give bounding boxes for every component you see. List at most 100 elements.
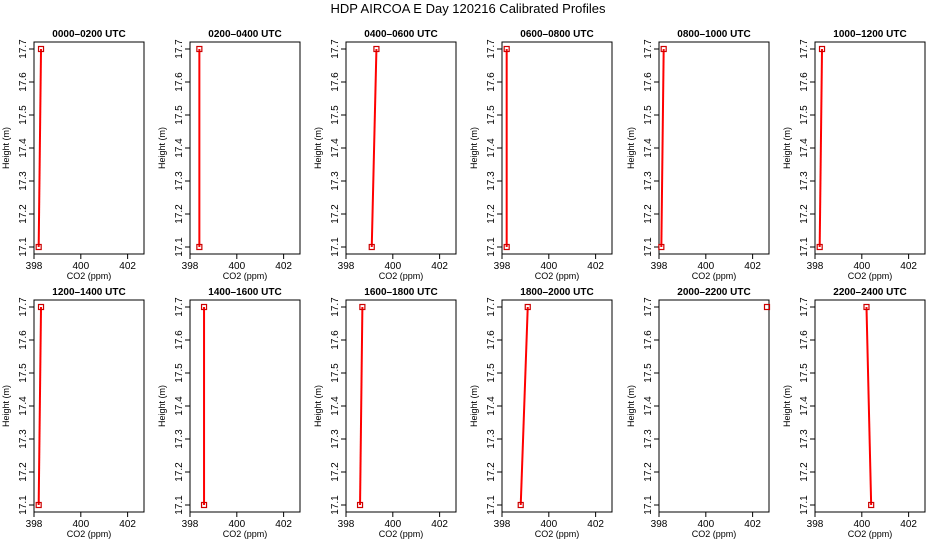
data-point	[658, 243, 665, 251]
y-tick-label: 17.1	[799, 495, 810, 515]
data-point	[196, 243, 203, 251]
y-tick-label: 17.6	[486, 330, 497, 350]
y-tick-label: 17.4	[330, 138, 341, 158]
y-tick-label: 17.3	[18, 171, 29, 191]
y-tick-label: 17.1	[330, 237, 341, 257]
data-point	[368, 243, 375, 251]
data-point	[816, 243, 823, 251]
y-tick-label: 17.5	[486, 105, 497, 125]
y-tick-label: 17.4	[799, 396, 810, 416]
profile-line	[370, 48, 378, 248]
x-tick-label: 400	[384, 519, 401, 530]
y-tick-label: 17.5	[18, 105, 29, 125]
profile-line	[818, 48, 824, 248]
y-tick-label: 17.2	[18, 204, 29, 224]
y-tick-label: 17.6	[799, 72, 810, 92]
x-axis-label: CO2 (ppm)	[379, 271, 424, 281]
y-tick-label: 17.2	[486, 204, 497, 224]
plot-frame	[33, 299, 145, 513]
y-tick-label: 17.7	[330, 39, 341, 59]
plot-frame	[814, 41, 926, 255]
data-point	[356, 501, 364, 509]
plot-frame	[33, 41, 145, 255]
x-tick-label: 400	[72, 519, 89, 530]
data-point	[818, 45, 826, 53]
data-point	[37, 303, 45, 311]
data-point	[517, 501, 524, 509]
x-axis-label: CO2 (ppm)	[379, 529, 424, 539]
x-tick-label: 402	[744, 261, 761, 272]
x-tick-label: 400	[228, 519, 245, 530]
x-tick-label: 398	[182, 519, 199, 530]
y-tick-label: 17.1	[18, 495, 29, 515]
y-tick-label: 17.1	[643, 237, 654, 257]
panel-title: 0200–0400 UTC	[208, 29, 281, 40]
data-point	[196, 45, 203, 53]
x-axis-label: CO2 (ppm)	[223, 271, 268, 281]
y-tick-label: 17.3	[486, 171, 497, 191]
panel-3: 0400–0600 UTC 398 400 402 CO2 (ppm) 17.1 17.2 1…	[313, 29, 457, 281]
data-point	[200, 501, 208, 509]
data-point	[359, 303, 366, 311]
page-title: HDP AIRCOA E Day 120216 Calibrated Profi…	[330, 1, 606, 16]
x-tick-label: 398	[338, 519, 355, 530]
y-tick-label: 17.6	[486, 72, 497, 92]
plot-frame	[189, 41, 301, 255]
y-tick-label: 17.2	[799, 204, 810, 224]
y-tick-label: 17.2	[18, 462, 29, 482]
y-axis-label: Height (m)	[469, 127, 479, 169]
x-tick-label: 400	[697, 261, 714, 272]
y-tick-label: 17.3	[330, 429, 341, 449]
profile-line	[37, 48, 43, 248]
y-tick-label: 17.7	[174, 297, 185, 317]
y-tick-label: 17.4	[643, 396, 654, 416]
data-point	[660, 45, 667, 53]
y-tick-label: 17.1	[18, 237, 29, 257]
y-tick-label: 17.3	[174, 171, 185, 191]
plot-frame	[501, 41, 613, 255]
y-tick-label: 17.3	[174, 429, 185, 449]
y-tick-label: 17.4	[486, 396, 497, 416]
panel-title: 0600–0800 UTC	[520, 29, 593, 40]
data-point	[37, 45, 45, 53]
data-point	[35, 243, 42, 251]
panel-4: 0600–0800 UTC 398 400 402 CO2 (ppm) 17.1 17.2 1…	[469, 29, 613, 281]
x-tick-label: 400	[697, 519, 714, 530]
y-tick-label: 17.6	[799, 330, 810, 350]
y-tick-label: 17.7	[486, 39, 497, 59]
x-tick-label: 398	[807, 261, 824, 272]
y-tick-label: 17.3	[486, 429, 497, 449]
plot-frame	[658, 41, 770, 255]
x-tick-label: 402	[119, 519, 136, 530]
panel-title: 0400–0600 UTC	[364, 29, 437, 40]
panel-title: 0800–1000 UTC	[677, 29, 750, 40]
x-tick-label: 400	[384, 261, 401, 272]
y-tick-label: 17.5	[643, 363, 654, 383]
x-tick-label: 402	[900, 519, 917, 530]
profile-line	[865, 306, 873, 506]
y-tick-label: 17.4	[174, 396, 185, 416]
y-tick-label: 17.2	[174, 462, 185, 482]
y-tick-label: 17.2	[643, 462, 654, 482]
data-point	[763, 303, 771, 311]
x-tick-label: 398	[807, 519, 824, 530]
y-tick-label: 17.2	[330, 462, 341, 482]
y-tick-label: 17.7	[174, 39, 185, 59]
x-axis-label: CO2 (ppm)	[848, 529, 893, 539]
x-tick-label: 398	[338, 261, 355, 272]
panel-5: 0800–1000 UTC 398 400 402 CO2 (ppm) 17.1 17.2 1…	[626, 29, 770, 281]
y-tick-label: 17.2	[486, 462, 497, 482]
y-tick-label: 17.6	[18, 72, 29, 92]
x-tick-label: 400	[853, 261, 870, 272]
x-tick-label: 400	[72, 261, 89, 272]
y-tick-label: 17.6	[174, 72, 185, 92]
y-tick-label: 17.1	[486, 495, 497, 515]
panel-8: 1400–1600 UTC 398 400 402 CO2 (ppm) 17.1 17.2 1…	[157, 287, 301, 539]
data-point	[200, 303, 208, 311]
panel-6: 1000–1200 UTC 398 400 402 CO2 (ppm) 17.1 17.2 1…	[782, 29, 926, 281]
x-tick-label: 400	[228, 261, 245, 272]
x-axis-label: CO2 (ppm)	[223, 529, 268, 539]
y-tick-label: 17.4	[643, 138, 654, 158]
x-tick-label: 398	[182, 261, 199, 272]
